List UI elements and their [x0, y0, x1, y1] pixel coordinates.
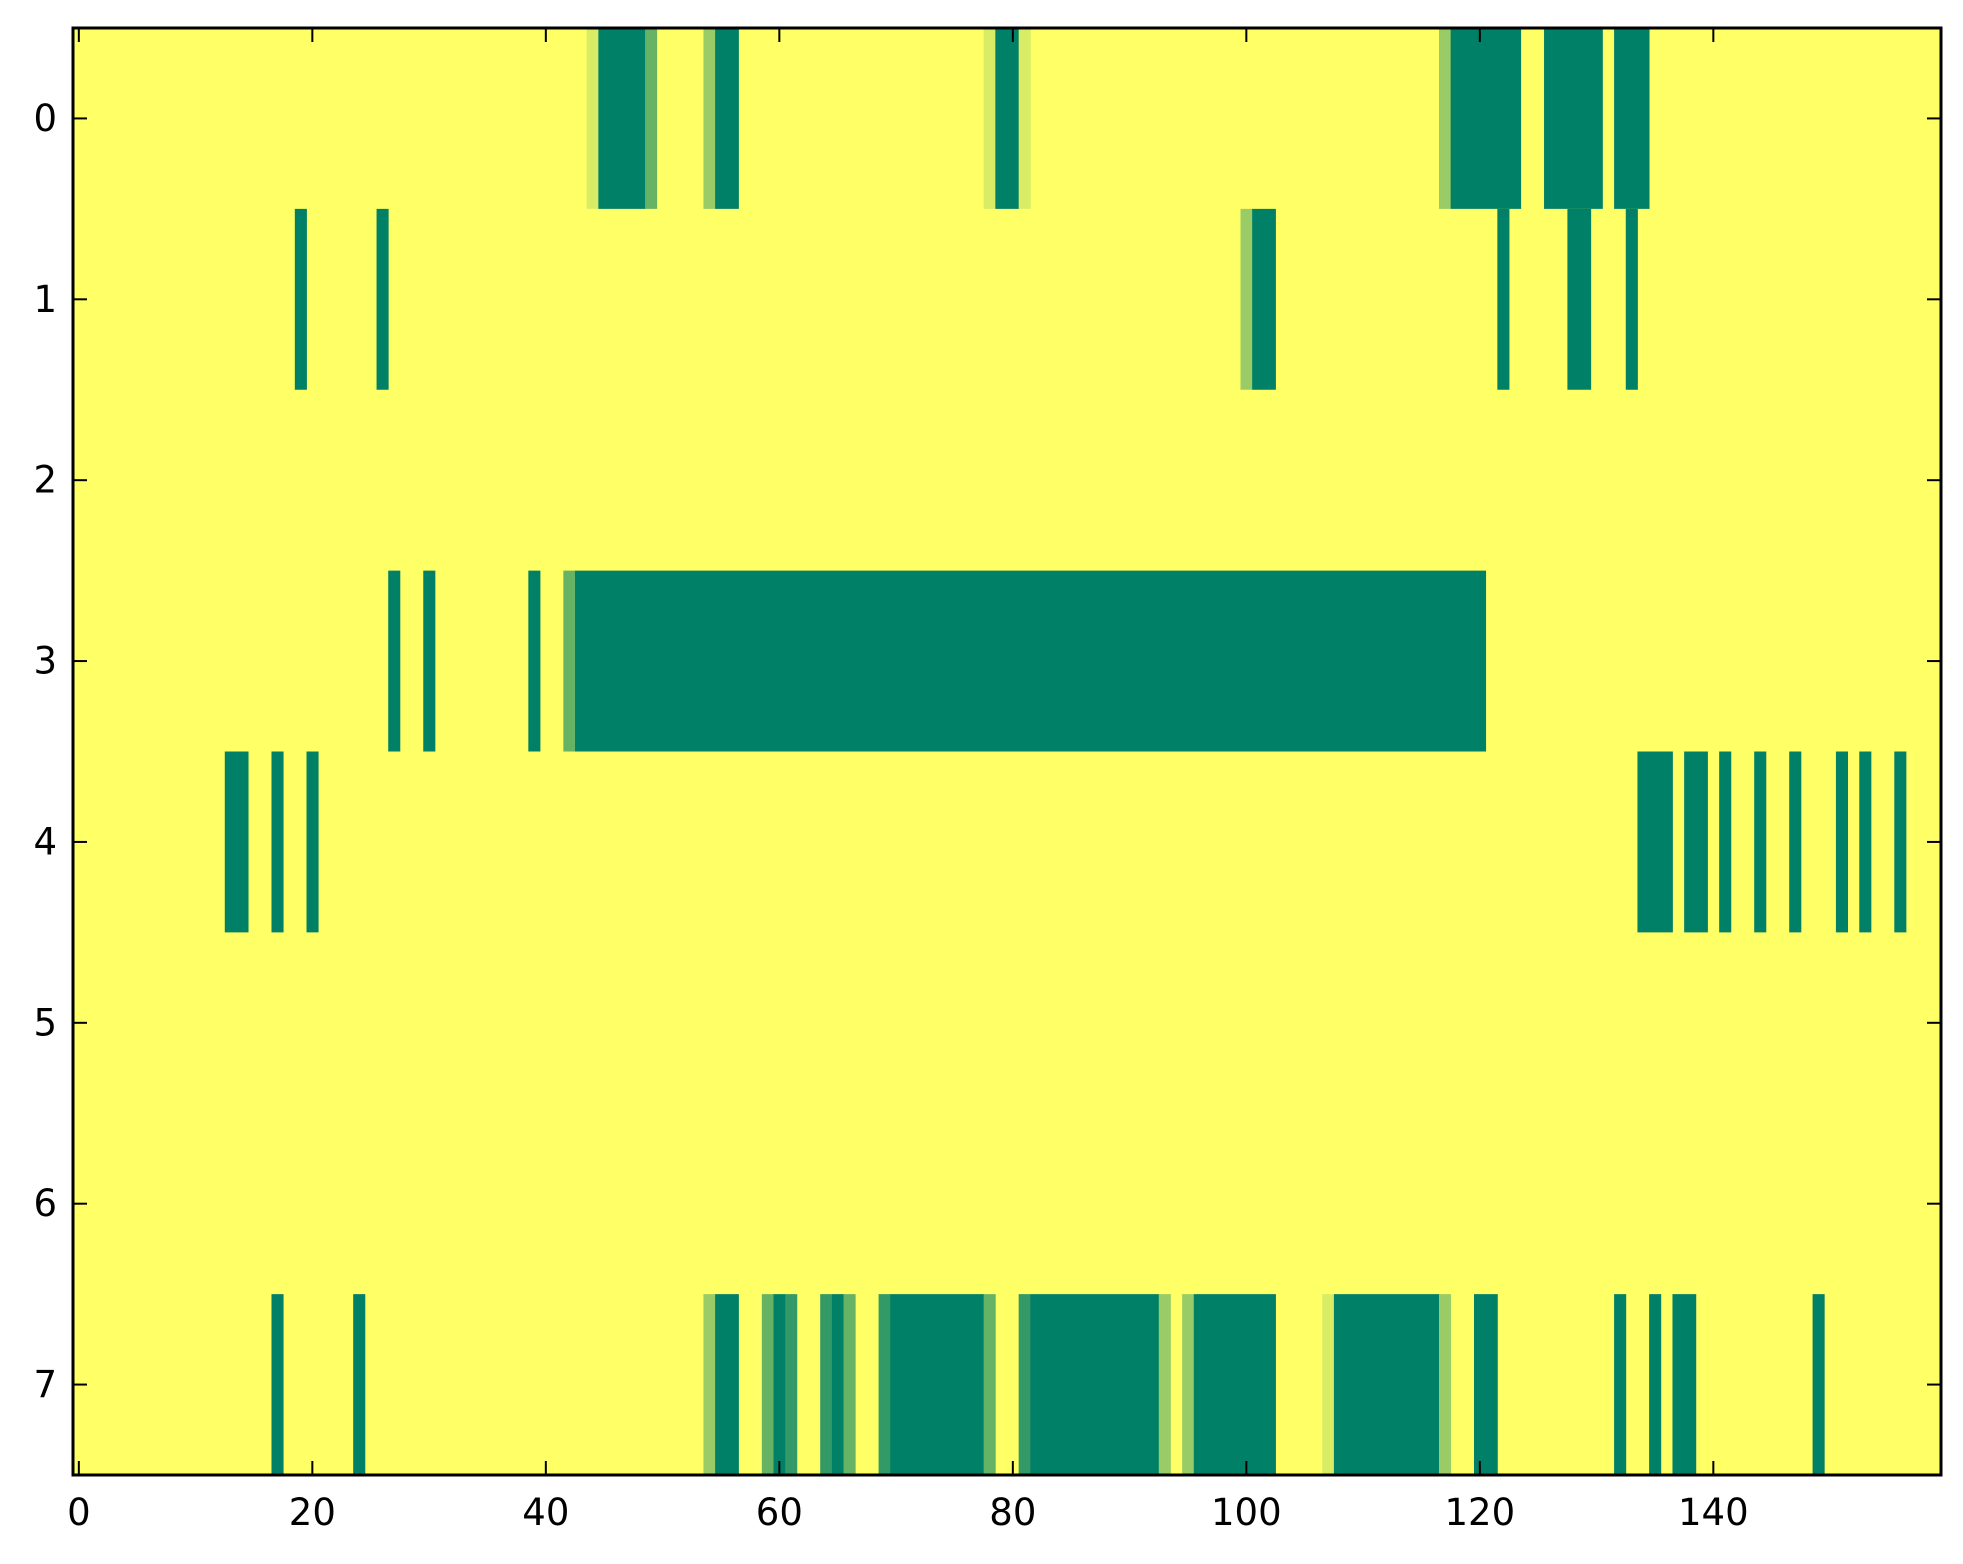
- heatmap-cell: [224, 751, 249, 933]
- heatmap-cell: [1158, 1294, 1171, 1476]
- heatmap-cell: [1625, 208, 1638, 390]
- heatmap-cell: [423, 570, 436, 752]
- heatmap-cell: [715, 1294, 739, 1476]
- heatmap-cell: [1859, 751, 1872, 933]
- x-tick-labels: 0 20 40 60 80 100 120 140: [67, 1491, 1749, 1534]
- heatmap-cell: [1018, 1294, 1031, 1476]
- heatmap-cell: [1438, 28, 1452, 209]
- x-tick-label: 100: [1211, 1491, 1282, 1534]
- heatmap-cell: [1789, 751, 1802, 933]
- heatmap-cell: [1474, 1294, 1498, 1476]
- heatmap-cell: [995, 28, 1020, 209]
- heatmap-cell: [294, 208, 307, 390]
- y-tick-label: 5: [33, 1001, 57, 1044]
- heatmap-cell: [1649, 1294, 1662, 1476]
- heatmap-cell: [831, 1294, 844, 1476]
- x-tick-label: 140: [1678, 1491, 1749, 1534]
- heatmap-cell: [1333, 1294, 1440, 1476]
- heatmap-cell: [1438, 1294, 1452, 1476]
- heatmap-cell: [843, 1294, 856, 1476]
- y-tick-label: 6: [33, 1182, 57, 1225]
- x-tick-label: 40: [522, 1491, 569, 1534]
- heatmap-cell: [306, 751, 319, 933]
- heatmap-cell: [575, 570, 1487, 752]
- x-tick-label: 120: [1445, 1491, 1516, 1534]
- heatmap-cell: [983, 28, 996, 209]
- heatmap-cell: [388, 570, 401, 752]
- heatmap-cell: [983, 1294, 996, 1476]
- heatmap-cell: [271, 1294, 284, 1476]
- y-tick-label: 2: [33, 459, 57, 502]
- heatmap-cell: [586, 28, 599, 209]
- heatmap-cell: [1018, 28, 1031, 209]
- heatmap-cell: [820, 1294, 833, 1476]
- heatmap-cell: [563, 570, 576, 752]
- heatmap-cell: [353, 1294, 366, 1476]
- heatmap-cell: [1614, 28, 1650, 209]
- x-tick-label: 20: [289, 1491, 336, 1534]
- heatmap-cell: [598, 28, 646, 209]
- heatmap-cell: [1614, 1294, 1627, 1476]
- heatmap-cell: [785, 1294, 798, 1476]
- heatmap-cell: [703, 28, 716, 209]
- y-tick-labels: 0 1 2 3 4 5 6 7: [33, 97, 57, 1406]
- heatmap-cell: [1193, 1294, 1276, 1476]
- heatmap-cell: [773, 1294, 786, 1476]
- heatmap-cell: [890, 1294, 985, 1476]
- heatmap-cell: [1544, 28, 1603, 209]
- heatmap-cell: [878, 1294, 891, 1476]
- heatmap-cell: [1637, 751, 1673, 933]
- y-tick-label: 1: [33, 278, 57, 321]
- heatmap-cell: [703, 1294, 716, 1476]
- heatmap-cell: [1684, 751, 1708, 933]
- heatmap-cell: [376, 208, 389, 390]
- y-tick-label: 7: [33, 1363, 57, 1406]
- heatmap-cell: [1894, 751, 1907, 933]
- axis-ticks: [73, 28, 1941, 1475]
- heatmap-cell: [528, 570, 541, 752]
- heatmap-cell: [715, 28, 739, 209]
- heatmap-cell: [1322, 1294, 1335, 1476]
- heatmap-cell: [761, 1294, 774, 1476]
- heatmap-cell: [1252, 208, 1276, 390]
- x-tick-label: 0: [67, 1491, 91, 1534]
- heatmap-cell: [1182, 1294, 1195, 1476]
- heatmap-cell: [1672, 1294, 1697, 1476]
- x-tick-label: 60: [756, 1491, 803, 1534]
- heatmap-cell: [1030, 1294, 1160, 1476]
- y-tick-label: 4: [33, 820, 57, 863]
- heatmap-cell: [1835, 751, 1848, 933]
- heatmap-cell: [1240, 208, 1253, 390]
- heatmap-cell: [645, 28, 658, 209]
- plot-frame: [71, 26, 1943, 1477]
- heatmap-cell: [1567, 208, 1592, 390]
- heatmap-cell: [1450, 28, 1522, 209]
- heatmap-cell: [1719, 751, 1732, 933]
- x-tick-label: 80: [989, 1491, 1036, 1534]
- heatmap-cell: [1754, 751, 1767, 933]
- y-tick-label: 0: [33, 97, 57, 140]
- heatmap-cells: [224, 28, 1907, 1476]
- y-tick-label: 3: [33, 640, 57, 683]
- heatmap-cell: [271, 751, 284, 933]
- heatmap-cell: [1497, 208, 1510, 390]
- heatmap-cell: [1812, 1294, 1825, 1476]
